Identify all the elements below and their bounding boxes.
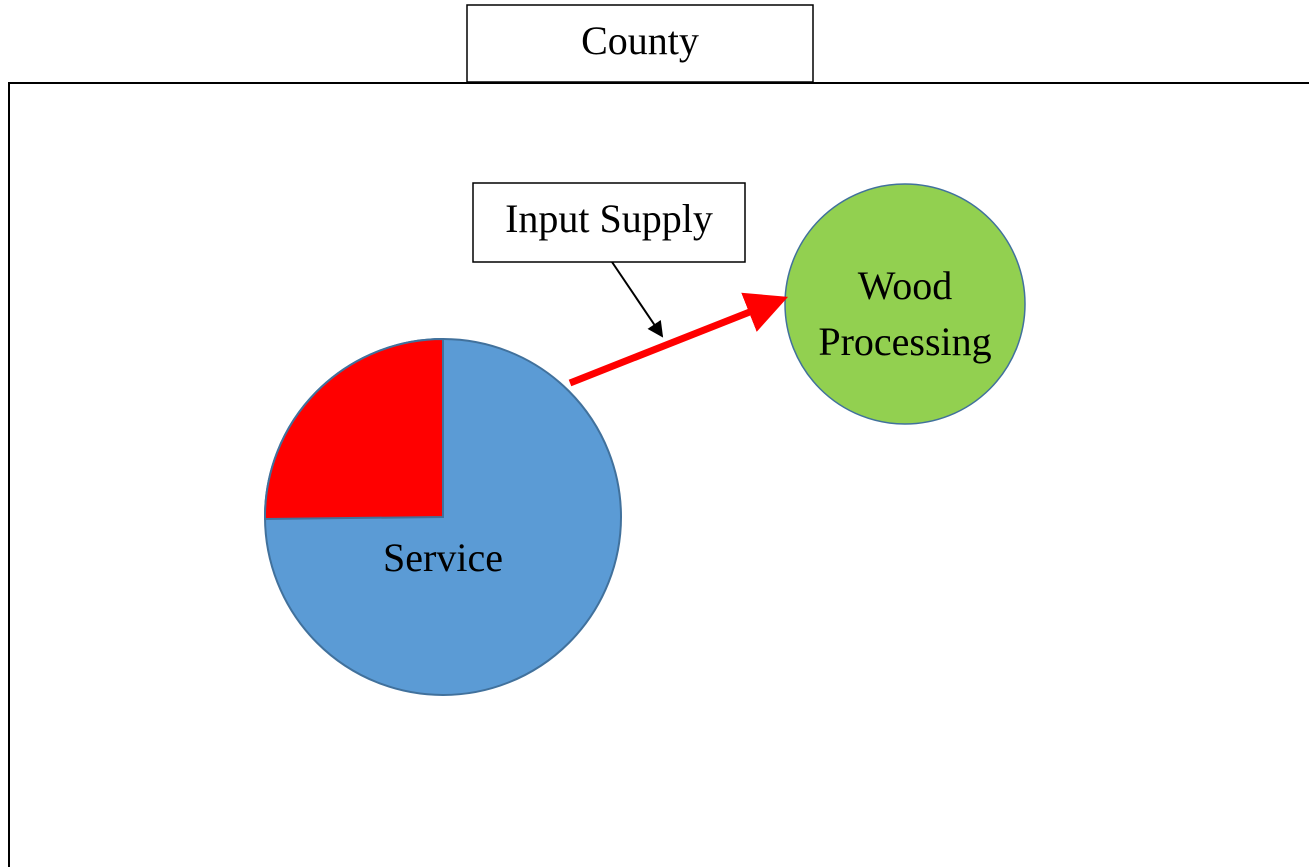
- annotation-label: Input Supply: [505, 196, 713, 241]
- county-tab: [466, 4, 814, 83]
- service-slice: [263, 337, 444, 521]
- wood-node: Wood Processing: [784, 183, 1026, 425]
- annotation-box: [472, 182, 746, 263]
- wood-label-line: Processing: [818, 319, 991, 364]
- county-title: County: [581, 18, 699, 63]
- annotation-pointer: [611, 261, 664, 338]
- service-label: Service: [383, 535, 503, 580]
- flow-arrow: [568, 292, 789, 387]
- wood-label-line: Wood: [858, 263, 953, 308]
- service-node: Service: [263, 337, 622, 696]
